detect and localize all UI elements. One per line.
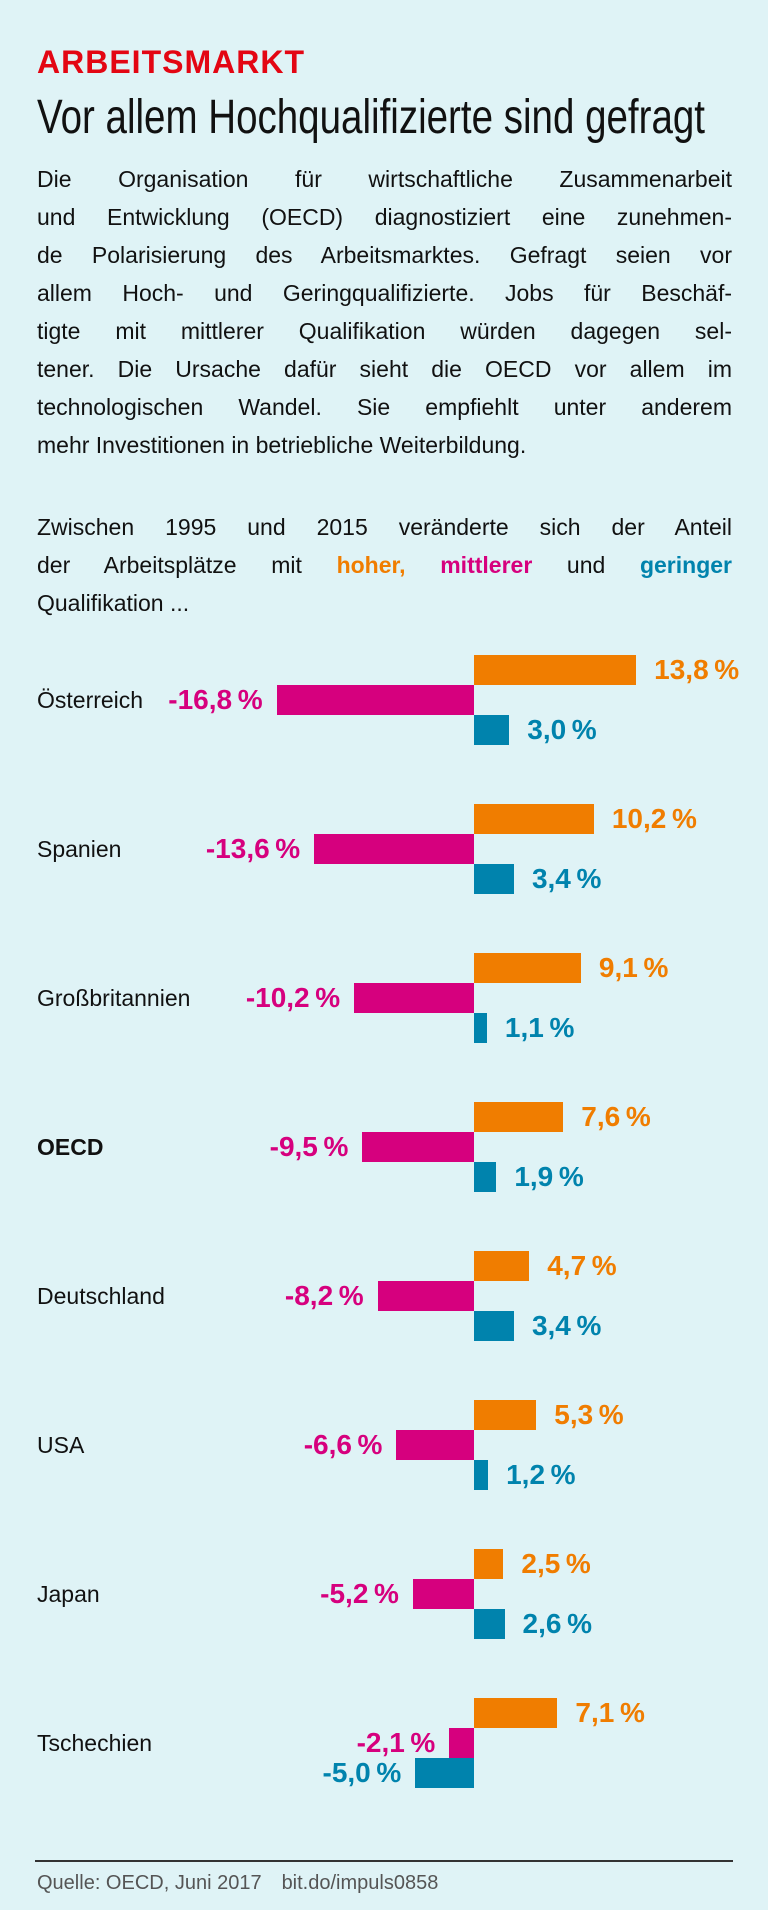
source-text: Quelle: OECD, Juni 2017 <box>37 1872 262 1894</box>
bar-low <box>415 1758 474 1788</box>
value-label-mid: -2,1 % <box>356 1727 436 1758</box>
intro-line: Zwischen 1995 und 2015 veränderte sich d… <box>37 514 732 540</box>
value-label-mid: -16,8 % <box>168 684 263 715</box>
footer: Quelle: OECD, Juni 2017 bit.do/impuls0858 <box>37 1872 438 1895</box>
category-label: Tschechien <box>37 1730 153 1756</box>
bar-high <box>474 1698 558 1728</box>
category-label: USA <box>37 1432 85 1458</box>
value-label-mid: -5,2 % <box>320 1578 399 1609</box>
bar-high <box>474 1251 530 1281</box>
intro-line: Qualifikation ... <box>37 590 190 616</box>
bar-low <box>474 864 514 894</box>
value-label-low: -5,0 % <box>322 1757 402 1788</box>
headline-text: Vor allem Hochqualifizierte sind gefragt <box>37 91 705 144</box>
intro-text: und <box>532 552 640 578</box>
bar-mid <box>314 834 474 864</box>
bar-mid <box>362 1132 474 1162</box>
legend-low: geringer <box>639 552 732 578</box>
category-label: Großbritannien <box>37 985 191 1011</box>
value-label-low: 1,9 % <box>514 1161 584 1192</box>
bar-mid <box>354 983 474 1013</box>
bar-mid <box>276 685 474 715</box>
bar-low <box>474 1460 489 1490</box>
value-label-low: 1,2 % <box>506 1459 576 1490</box>
value-label-low: 3,4 % <box>531 863 602 894</box>
legend-high: hoher, <box>336 552 406 578</box>
value-label-mid: -8,2 % <box>284 1280 364 1311</box>
bar-mid <box>377 1281 474 1311</box>
value-label-high: 2,5 % <box>521 1548 591 1579</box>
body-line: tigte mit mittlerer Qualifikation würden… <box>37 318 732 344</box>
value-label-high: 5,3 % <box>554 1399 624 1430</box>
footer-divider <box>35 1860 733 1862</box>
value-label-mid: -6,6 % <box>303 1429 383 1460</box>
value-label-mid: -10,2 % <box>245 982 341 1013</box>
category-label: Deutschland <box>37 1283 165 1309</box>
bar-high <box>474 804 594 834</box>
bar-high <box>474 1102 564 1132</box>
bar-low <box>474 1609 505 1639</box>
intro-line: der Arbeitsplätze mit hoher, mittlerer u… <box>37 552 732 579</box>
body-line: technologischen Wandel. Sie empfiehlt un… <box>37 394 732 420</box>
body-line: de Polarisierung des Arbeitsmarktes. Gef… <box>37 242 732 268</box>
category-label: Österreich <box>37 687 144 713</box>
value-label-high: 10,2 % <box>611 803 697 834</box>
body-line: mehr Investitionen in betriebliche Weite… <box>37 432 527 458</box>
category-label: Spanien <box>37 836 122 862</box>
source-link[interactable]: bit.do/impuls0858 <box>281 1872 439 1894</box>
bar-high <box>474 655 637 685</box>
bar-low <box>474 1013 487 1043</box>
bar-low <box>474 1311 514 1341</box>
bar-low <box>474 1162 497 1192</box>
body-line: und Entwicklung (OECD) diagnostiziert ei… <box>37 204 732 230</box>
bar-low <box>474 715 510 745</box>
body-line: tener. Die Ursache dafür sieht die OECD … <box>37 356 732 382</box>
value-label-high: 7,6 % <box>581 1101 651 1132</box>
bar-mid <box>449 1728 474 1758</box>
value-label-high: 9,1 % <box>598 952 669 983</box>
body-line: allem Hoch- und Geringqualifizierte. Job… <box>37 280 732 306</box>
category-label: OECD <box>37 1134 104 1160</box>
bar-high <box>474 1400 537 1430</box>
value-label-high: 4,7 % <box>547 1250 617 1281</box>
intro-text: der Arbeitsplätze mit <box>37 552 337 578</box>
value-label-mid: -9,5 % <box>269 1131 349 1162</box>
body-line: Die Organisation für wirtschaftliche Zus… <box>37 166 732 192</box>
value-label-low: 1,1 % <box>504 1012 575 1043</box>
bar-mid <box>396 1430 474 1460</box>
kicker: ARBEITSMARKT <box>37 44 305 80</box>
value-label-high: 7,1 % <box>575 1697 645 1728</box>
headline: Vor allem Hochqualifizierte sind gefragt <box>37 90 768 145</box>
bar-high <box>474 953 581 983</box>
legend-mid: mittlerer <box>440 552 533 578</box>
value-label-mid: -13,6 % <box>205 833 301 864</box>
value-label-low: 3,4 % <box>531 1310 602 1341</box>
value-label-high: 13,8 % <box>654 654 740 685</box>
category-label: Japan <box>37 1581 100 1607</box>
value-label-low: 2,6 % <box>522 1608 592 1639</box>
value-label-low: 3,0 % <box>527 714 597 745</box>
bar-high <box>474 1549 504 1579</box>
bar-mid <box>412 1579 474 1609</box>
